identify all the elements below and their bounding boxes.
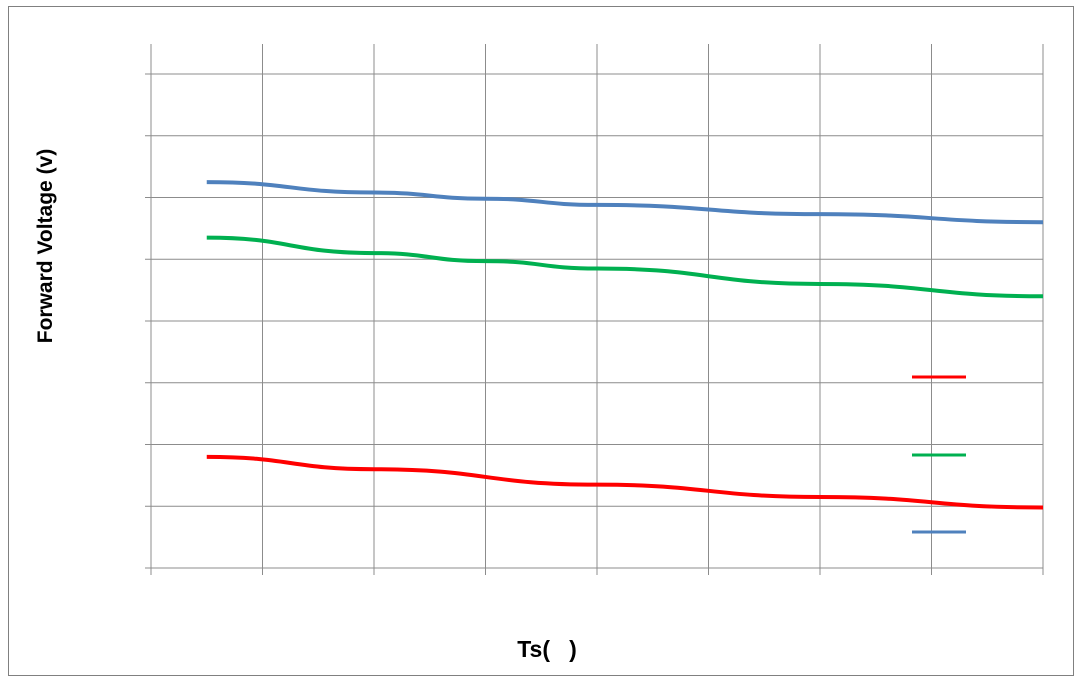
series-line-2: [206, 235, 1044, 299]
series-line-3: [206, 180, 1044, 225]
chart-frame: [8, 6, 1074, 676]
legend: [912, 375, 966, 534]
y-axis-label: Forward Voltage (v): [34, 149, 57, 343]
series-line-1: [206, 454, 1044, 510]
grid-lines: [145, 44, 1044, 575]
x-axis-label: Ts( ): [517, 636, 577, 662]
series-group: [206, 180, 1044, 510]
